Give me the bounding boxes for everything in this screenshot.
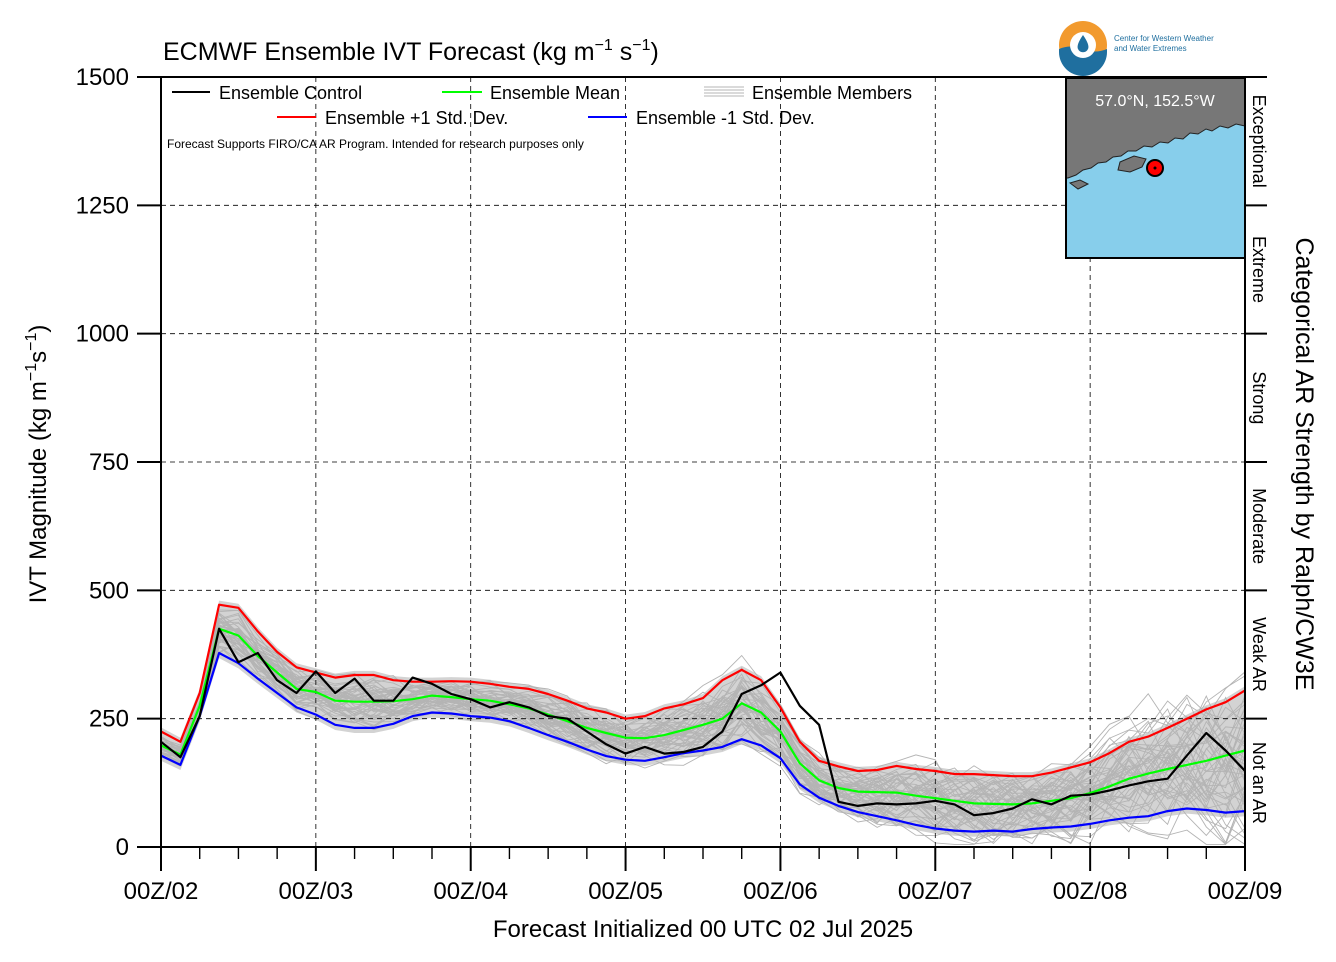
ensemble-member-line [160, 619, 1246, 845]
legend-label-plus-sd: Ensemble +1 Std. Dev. [325, 108, 508, 128]
ensemble-member-line [160, 645, 1246, 840]
x-tick-label: 00Z/08 [1053, 878, 1128, 905]
research-note: Forecast Supports FIRO/CA AR Program. In… [167, 137, 584, 151]
y-tick-label: 1000 [76, 321, 129, 348]
ar-category-label: Weak AR [1249, 617, 1269, 692]
map-island [1117, 155, 1147, 173]
y-tick-label: 1500 [76, 64, 129, 91]
x-tick-label: 00Z/09 [1208, 878, 1283, 905]
ensemble-member-line [160, 645, 1246, 845]
map-island [1068, 179, 1090, 190]
chart-title: ECMWF Ensemble IVT Forecast (kg m−1 s−1) [163, 37, 659, 66]
ensemble-member-line [160, 634, 1246, 837]
x-tick-label: 00Z/03 [278, 878, 353, 905]
ensemble-member-line [160, 633, 1246, 809]
series-line-plus-sd [160, 603, 1246, 778]
ensemble-member-line [160, 635, 1246, 820]
legend: Ensemble Control Ensemble Mean Ensemble … [167, 83, 912, 151]
y-tick-label: 0 [116, 834, 129, 861]
logo-org-line2: and Water Extremes [1114, 44, 1187, 53]
series-line-minus-sd [160, 651, 1246, 833]
x-tick-label: 00Z/06 [743, 878, 818, 905]
ensemble-member-line [160, 642, 1246, 815]
y-tick-label: 250 [89, 706, 129, 733]
x-axis-label: Forecast Initialized 00 UTC 02 Jul 2025 [493, 916, 913, 943]
legend-label-mean: Ensemble Mean [490, 83, 620, 103]
y-tick-label: 1250 [76, 192, 129, 219]
x-tick-label: 00Z/02 [124, 878, 199, 905]
map-land [1065, 77, 1246, 179]
x-tick-label: 00Z/04 [433, 878, 508, 905]
y-axis-label: IVT Magnitude (kg m−1s−1) [23, 325, 52, 604]
logo-org-line1: Center for Western Weather [1114, 34, 1214, 43]
map-frame [1065, 77, 1246, 259]
ar-category-label: Exceptional [1249, 95, 1269, 188]
location-marker-center [1153, 166, 1157, 170]
logo-wave [1059, 46, 1107, 76]
ar-category-label: Extreme [1249, 236, 1269, 303]
ensemble-members-spread [160, 600, 1246, 846]
series-lines [160, 603, 1246, 833]
ensemble-member-line [160, 624, 1246, 844]
tick-labels: 0 250 500 750 1000 1250 1500 00Z/02 00Z/03 00Z/04… [76, 64, 1283, 905]
ar-category-labels: Not an AR Weak AR Moderate Strong Extreme Exc… [1249, 95, 1269, 824]
y-tick-label: 500 [89, 577, 129, 604]
legend-label-minus-sd: Ensemble -1 Std. Dev. [636, 108, 815, 128]
water-drop-icon [1077, 35, 1089, 53]
right-axis-label: Categorical AR Strength by Ralph/CW3E [1290, 238, 1318, 691]
series-line-control [160, 627, 1246, 817]
ensemble-member-line [160, 630, 1246, 840]
ar-category-label: Strong [1249, 371, 1269, 424]
x-tick-label: 00Z/05 [588, 878, 663, 905]
ar-category-label: Not an AR [1249, 742, 1269, 824]
ar-category-label: Moderate [1249, 488, 1269, 564]
ensemble-member-line [160, 626, 1246, 820]
legend-label-members: Ensemble Members [752, 83, 912, 103]
ensemble-member-line [160, 622, 1246, 835]
legend-label-control: Ensemble Control [219, 83, 362, 103]
legend-swatch-members [704, 86, 744, 97]
y-tick-label: 750 [89, 449, 129, 476]
location-inset-map: 57.0°N, 152.5°W [1065, 77, 1246, 259]
x-tick-label: 00Z/07 [898, 878, 973, 905]
map-location-label: 57.0°N, 152.5°W [1095, 93, 1215, 110]
cw3e-logo: Center for Western Weather and Water Ext… [1059, 21, 1214, 76]
